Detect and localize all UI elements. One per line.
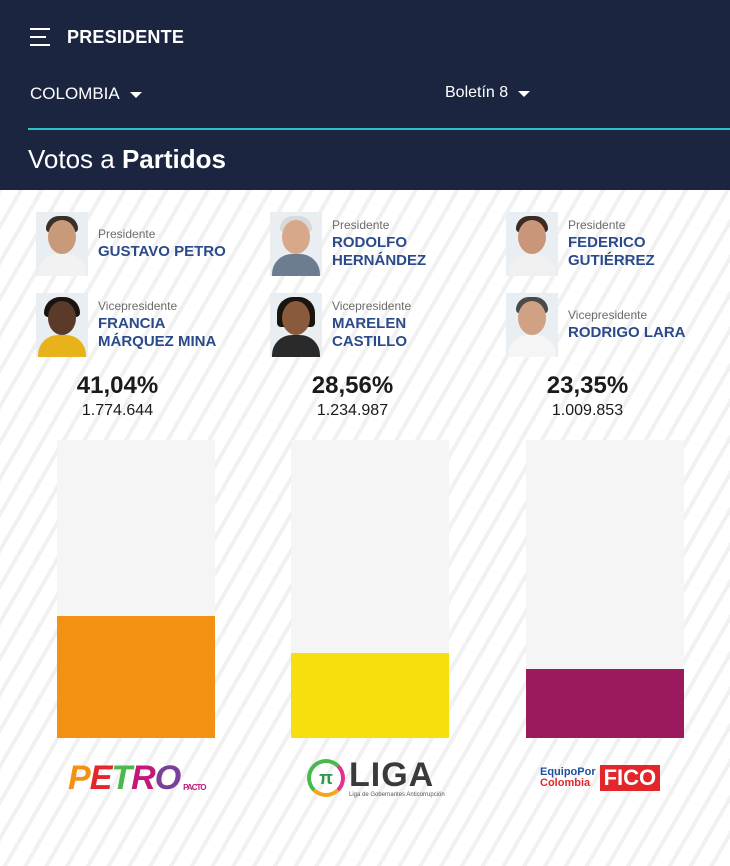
president-name: RODOLFO HERNÁNDEZ	[332, 234, 427, 269]
logo-letter: O	[154, 758, 181, 797]
candidate-column-petro: Presidente GUSTAVO PETRO Vicepresidente …	[0, 190, 235, 866]
vote-percentage: 41,04%	[76, 372, 159, 399]
vice-president-name: RODRIGO LARA	[568, 324, 686, 341]
fico-logo-word: FICO	[599, 765, 661, 791]
president-card: Presidente RODOLFO HERNÁNDEZ	[270, 212, 426, 276]
liga-logo-subtext: Liga de Gobernantes Anticorrupción	[349, 792, 445, 798]
vice-president-role: Vicepresidente	[332, 299, 412, 313]
vote-bar-track	[291, 440, 449, 738]
country-dropdown-label: COLOMBIA	[30, 84, 120, 103]
country-dropdown[interactable]: COLOMBIA	[30, 84, 142, 104]
results-panel: Presidente GUSTAVO PETRO Vicepresidente …	[0, 190, 730, 866]
vice-president-photo	[506, 293, 558, 357]
logo-letter: E	[89, 758, 113, 797]
vote-count: 1.234.987	[316, 402, 389, 419]
bulletin-dropdown[interactable]: Boletín 8	[445, 84, 531, 102]
section-title-bold: Partidos	[121, 144, 226, 174]
president-photo	[36, 212, 88, 276]
menu-row[interactable]: PRESIDENTE	[30, 26, 184, 48]
vote-percentage: 23,35%	[546, 372, 629, 399]
vice-president-photo	[36, 293, 88, 357]
logo-subtext: PACTO	[183, 783, 206, 792]
petro-party-logo: P E T R O PACTO	[68, 756, 206, 800]
app-header: PRESIDENTE COLOMBIA Boletín 8 Votos a Pa…	[0, 0, 730, 190]
president-role: Presidente	[568, 218, 626, 232]
president-card: Presidente GUSTAVO PETRO	[36, 212, 226, 276]
vote-percentage: 28,56%	[311, 372, 394, 399]
president-name: GUSTAVO PETRO	[98, 243, 226, 260]
section-title-light: Votos a	[28, 144, 122, 174]
liga-party-logo: π LIGA Liga de Gobernantes Anticorrupció…	[307, 756, 445, 800]
president-role: Presidente	[98, 227, 156, 241]
vote-bar	[291, 653, 449, 738]
vice-president-photo	[270, 293, 322, 357]
liga-logo-word: LIGA	[349, 756, 435, 794]
logo-letter: P	[68, 758, 91, 797]
president-role: Presidente	[332, 218, 390, 232]
caret-down-icon	[129, 92, 142, 98]
president-name: FEDERICO GUTIÉRREZ	[568, 234, 655, 269]
vice-president-role: Vicepresidente	[568, 308, 648, 322]
vote-count: 1.009.853	[551, 402, 624, 419]
vice-president-card: Vicepresidente RODRIGO LARA	[506, 293, 686, 357]
hamburger-menu-icon[interactable]	[30, 26, 52, 48]
menu-title[interactable]: PRESIDENTE	[67, 26, 185, 47]
fico-party-logo: EquipoPor Colombia FICO	[540, 756, 661, 800]
vice-president-card: Vicepresidente FRANCIA MÁRQUEZ MINA	[36, 293, 216, 357]
vice-president-name: FRANCIA MÁRQUEZ MINA	[98, 315, 217, 350]
logo-letter: T	[111, 758, 132, 797]
president-card: Presidente FEDERICO GUTIÉRREZ	[506, 212, 655, 276]
liga-pi-symbol: π	[319, 767, 333, 788]
fico-logo-line2: Colombia	[540, 777, 591, 789]
logo-letter: R	[131, 758, 156, 797]
vice-president-role: Vicepresidente	[98, 299, 178, 313]
vote-count: 1.774.644	[81, 402, 154, 419]
vote-bar-track	[526, 440, 684, 738]
liga-pi-icon: π	[307, 759, 345, 797]
candidate-column-hernandez: Presidente RODOLFO HERNÁNDEZ Vicepreside…	[235, 190, 470, 866]
caret-down-icon	[518, 91, 531, 97]
vote-bar	[526, 669, 684, 738]
fico-logo-line1: EquipoPor	[540, 766, 596, 778]
vote-bar-track	[57, 440, 215, 738]
president-photo	[270, 212, 322, 276]
bulletin-dropdown-label: Boletín 8	[445, 84, 509, 101]
vote-bar	[57, 616, 215, 738]
vice-president-name: MARELEN CASTILLO	[332, 315, 407, 350]
section-title: Votos a Partidos	[28, 144, 226, 175]
president-photo	[506, 212, 558, 276]
candidate-column-gutierrez: Presidente FEDERICO GUTIÉRREZ Vicepresid…	[470, 190, 705, 866]
vice-president-card: Vicepresidente MARELEN CASTILLO	[270, 293, 411, 357]
header-divider	[28, 128, 730, 130]
